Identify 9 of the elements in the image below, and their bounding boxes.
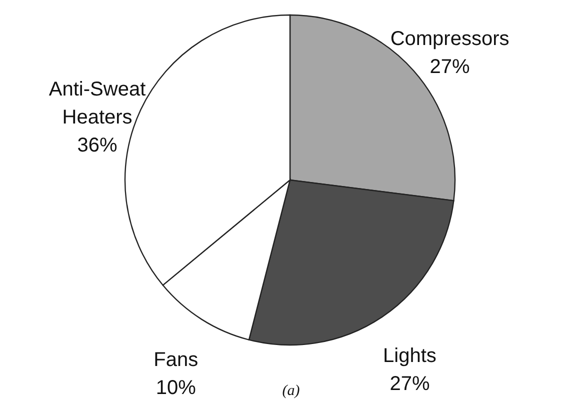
slice-label: Anti-Sweat Heaters [48,78,146,128]
slice-label: Lights [383,345,436,368]
data-label: 27% [390,373,430,396]
slice-label: Fans [154,348,198,371]
slice-label: Compressors [390,28,510,50]
data-label: 10% [156,376,196,399]
text: (a) [282,383,300,399]
data-label: 36% [77,134,118,156]
data-label: 27% [430,56,470,78]
